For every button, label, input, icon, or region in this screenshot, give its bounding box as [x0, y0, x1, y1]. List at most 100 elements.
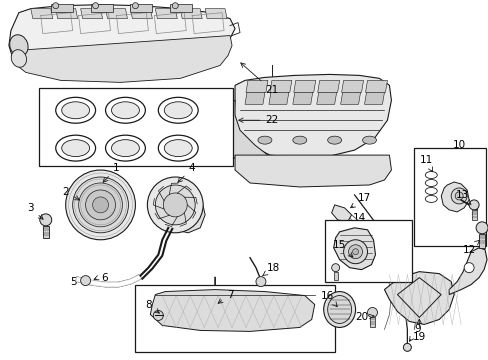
Ellipse shape [362, 136, 376, 144]
Ellipse shape [56, 135, 95, 161]
Bar [51, 4, 73, 12]
Circle shape [348, 245, 362, 259]
Polygon shape [56, 9, 78, 19]
Circle shape [85, 190, 115, 220]
Polygon shape [9, 5, 235, 73]
Text: 1: 1 [103, 163, 120, 182]
Bar [470, 210, 476, 220]
Ellipse shape [292, 136, 306, 144]
Text: 4: 4 [178, 163, 195, 183]
Text: 21: 21 [240, 63, 278, 95]
Ellipse shape [111, 102, 139, 119]
Text: 12: 12 [462, 240, 479, 255]
Text: 8: 8 [145, 300, 159, 313]
Text: 13: 13 [455, 190, 470, 205]
Text: 3: 3 [27, 203, 43, 219]
Circle shape [92, 197, 108, 213]
Circle shape [40, 214, 52, 226]
Circle shape [92, 3, 99, 9]
Ellipse shape [111, 140, 139, 157]
Bar [210, 294, 220, 300]
Bar [413, 148, 485, 246]
Ellipse shape [11, 50, 26, 67]
Circle shape [153, 310, 163, 320]
Ellipse shape [61, 140, 89, 157]
Polygon shape [105, 9, 127, 19]
Polygon shape [268, 92, 288, 104]
Text: 16: 16 [321, 291, 337, 307]
Ellipse shape [105, 97, 145, 123]
Polygon shape [13, 36, 232, 82]
Circle shape [79, 183, 122, 227]
Circle shape [331, 264, 339, 272]
Text: 9: 9 [408, 324, 420, 341]
Text: 10: 10 [452, 140, 465, 150]
Circle shape [475, 222, 487, 234]
Polygon shape [245, 80, 267, 92]
Bar [39, 88, 233, 166]
Ellipse shape [10, 35, 28, 56]
Polygon shape [130, 9, 152, 19]
Bar [333, 272, 337, 280]
Text: 22: 22 [238, 115, 278, 125]
Ellipse shape [327, 296, 351, 323]
Bar [90, 4, 112, 12]
Polygon shape [440, 182, 468, 212]
Polygon shape [331, 205, 351, 222]
Bar [324, 220, 411, 282]
Polygon shape [244, 92, 264, 104]
Bar [369, 318, 374, 328]
Polygon shape [364, 92, 384, 104]
Polygon shape [293, 80, 315, 92]
Circle shape [132, 3, 138, 9]
Bar [478, 234, 484, 248]
Circle shape [73, 177, 128, 233]
Text: 19: 19 [412, 319, 425, 342]
Circle shape [352, 249, 358, 255]
Ellipse shape [56, 97, 95, 123]
Polygon shape [180, 9, 202, 19]
Ellipse shape [258, 136, 271, 144]
Polygon shape [31, 9, 53, 19]
Polygon shape [341, 80, 363, 92]
Circle shape [255, 276, 265, 287]
Circle shape [53, 3, 59, 9]
Circle shape [155, 185, 195, 225]
Ellipse shape [158, 97, 198, 123]
Ellipse shape [327, 136, 341, 144]
Circle shape [343, 240, 367, 264]
Text: 7: 7 [218, 289, 233, 303]
Circle shape [147, 177, 203, 233]
Polygon shape [205, 9, 226, 19]
Text: 18: 18 [262, 263, 280, 276]
Ellipse shape [61, 102, 89, 119]
Polygon shape [316, 92, 336, 104]
Text: 11: 11 [419, 155, 432, 172]
Circle shape [207, 306, 217, 316]
Circle shape [450, 188, 466, 204]
Polygon shape [448, 248, 486, 294]
Ellipse shape [158, 135, 198, 161]
Polygon shape [317, 80, 339, 92]
Text: 6: 6 [101, 273, 108, 283]
Bar [170, 4, 192, 12]
Circle shape [172, 3, 178, 9]
Polygon shape [340, 92, 360, 104]
Polygon shape [269, 80, 291, 92]
Polygon shape [234, 75, 390, 158]
Ellipse shape [323, 292, 355, 328]
Ellipse shape [164, 102, 192, 119]
Bar [135, 285, 334, 352]
Text: 15: 15 [332, 240, 352, 257]
Text: 2: 2 [62, 187, 79, 200]
Text: 14: 14 [352, 213, 366, 223]
Circle shape [163, 193, 187, 217]
Circle shape [403, 343, 410, 351]
Ellipse shape [105, 135, 145, 161]
Polygon shape [81, 9, 102, 19]
Circle shape [454, 192, 462, 200]
Polygon shape [155, 9, 177, 19]
Circle shape [81, 276, 90, 285]
Polygon shape [235, 155, 390, 187]
Text: 20: 20 [354, 312, 373, 323]
